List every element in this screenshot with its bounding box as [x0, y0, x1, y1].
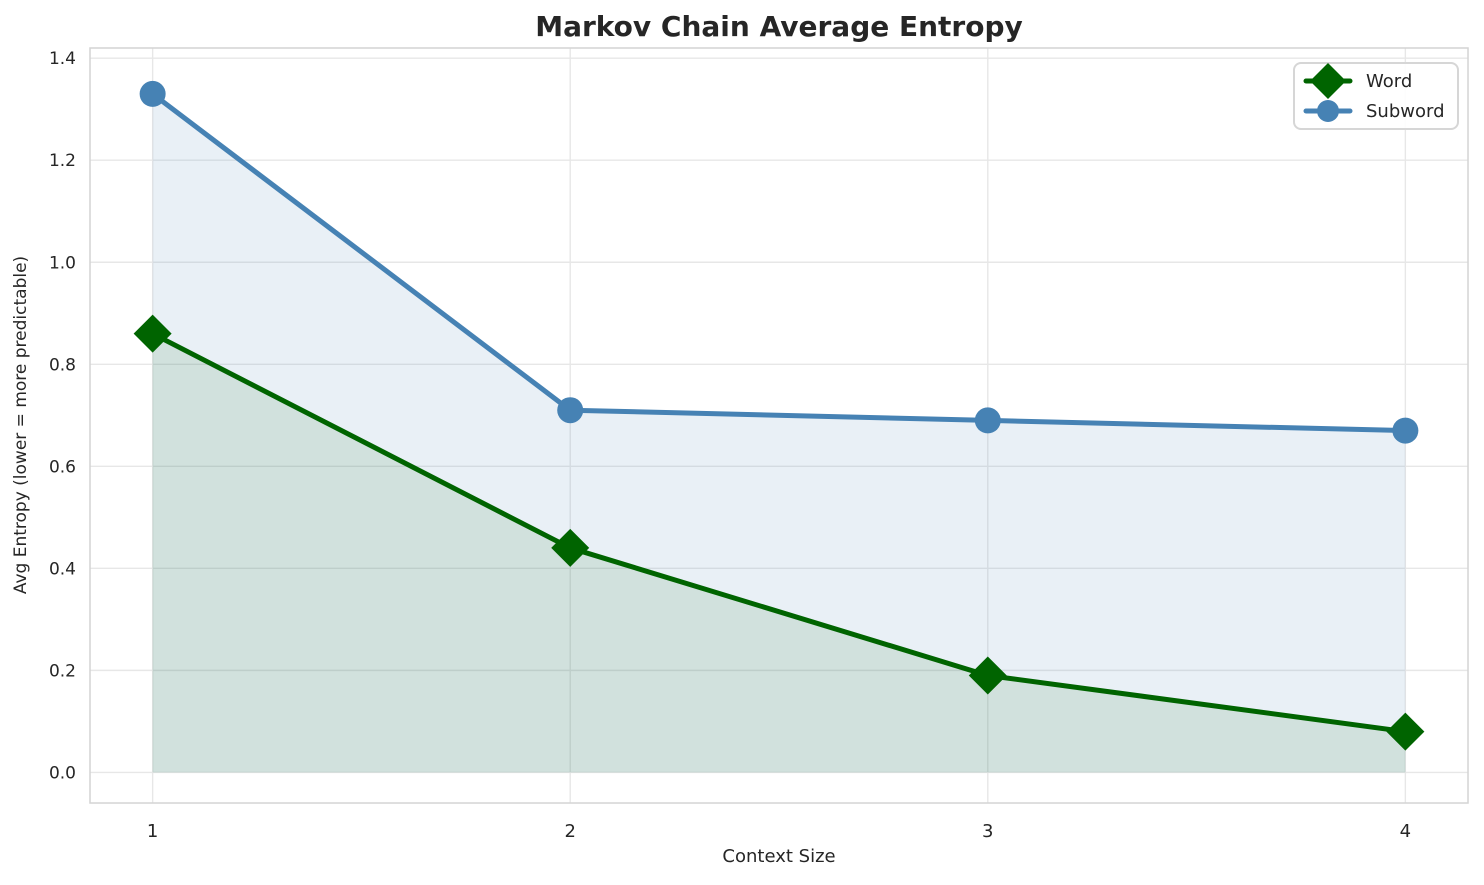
- series-line-word: [150, 331, 1408, 735]
- legend-item-word: Word: [1303, 63, 1447, 99]
- x-tick-label: 1: [147, 821, 158, 842]
- legend-item-subword: Subword: [1303, 96, 1447, 126]
- diamond-marker: [968, 656, 1007, 695]
- x-tick-label: 4: [1400, 821, 1411, 842]
- diamond-marker: [1310, 63, 1346, 99]
- y-tick-label: 0.4: [49, 559, 76, 579]
- series-markers-subword: [139, 80, 1419, 444]
- chart-title: Markov Chain Average Entropy: [535, 10, 1023, 43]
- legend-label-word: Word: [1366, 70, 1413, 92]
- diamond-marker: [551, 528, 590, 567]
- y-tick-label: 0.2: [49, 661, 76, 681]
- series-markers-word: [133, 314, 1425, 751]
- circle-marker: [557, 397, 584, 424]
- circle-marker: [139, 80, 166, 107]
- y-tick-label: 0.8: [49, 355, 76, 375]
- x-tick-label: 2: [564, 821, 575, 842]
- y-tick-label: 0.6: [49, 457, 76, 477]
- axes-border: [89, 47, 1469, 804]
- word-line-marker-icon: [1303, 63, 1353, 99]
- y-axis-label: Avg Entropy (lower = more predictable): [11, 255, 31, 595]
- diamond-marker: [133, 314, 172, 353]
- x-axis-label: Context Size: [722, 846, 836, 867]
- series-fill-word: [152, 333, 1406, 773]
- x-tick-label: 3: [982, 821, 993, 842]
- circle-marker: [1392, 417, 1419, 444]
- subword-line-marker-icon: [1303, 100, 1353, 122]
- circle-marker: [974, 407, 1001, 434]
- legend-label-subword: Subword: [1366, 100, 1445, 122]
- y-tick-label: 1.2: [49, 151, 76, 171]
- y-tick-label: 1.4: [49, 49, 76, 69]
- circle-marker: [1317, 100, 1339, 122]
- legend: Word Subword: [1293, 62, 1459, 130]
- y-tick-label: 0.0: [49, 763, 76, 783]
- series-line-subword: [150, 91, 1408, 434]
- diamond-marker: [1386, 712, 1425, 751]
- series-fill-subword: [152, 93, 1406, 773]
- y-tick-label: 1.0: [49, 253, 76, 273]
